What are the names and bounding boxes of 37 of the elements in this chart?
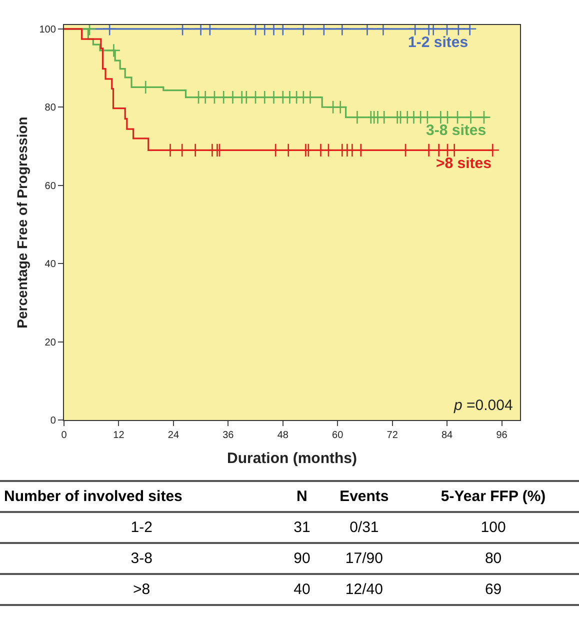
text: 12/40	[320, 574, 408, 605]
x-tick-label: 24	[168, 430, 180, 442]
y-axis-title: Percentage Free of Progression	[14, 116, 30, 328]
x-tick-label: 84	[441, 430, 454, 442]
text: 40	[283, 574, 321, 605]
y-tick-label: 60	[44, 180, 56, 192]
text: Number of involved sites	[0, 481, 284, 512]
y-tick-label: 40	[44, 259, 56, 270]
x-tick-label: 72	[386, 430, 398, 442]
series-label: >8 sites	[436, 155, 492, 172]
text: N	[283, 481, 321, 512]
x-axis-title: Duration (months)	[227, 450, 357, 468]
series-label: 3-8 sites	[426, 122, 486, 139]
annotation: p =0.004	[453, 397, 513, 414]
text: 90	[283, 543, 321, 574]
x-tick-label: 60	[332, 430, 344, 442]
text: 31	[283, 512, 321, 543]
text: 0/31	[320, 512, 408, 543]
text: 69	[408, 574, 579, 605]
y-tick-label: 80	[44, 102, 56, 114]
text: 5-Year FFP (%)	[408, 481, 579, 512]
text: 17/90	[320, 543, 408, 574]
y-tick-label: 0	[50, 416, 56, 426]
text: 80	[408, 543, 579, 574]
y-tick-label: 20	[44, 337, 56, 348]
text: Events	[320, 481, 408, 512]
y-tick-label: 100	[39, 24, 56, 36]
x-tick-label: 96	[496, 430, 508, 442]
x-tick-label: 0	[61, 430, 68, 442]
text: 100	[408, 512, 579, 543]
series-label: 1-2 sites	[408, 34, 468, 51]
text: 3-8	[0, 543, 284, 574]
x-tick-label: 36	[222, 430, 234, 442]
x-tick-label: 48	[277, 430, 289, 442]
x-tick-label: 12	[113, 430, 125, 442]
text: 1-2	[0, 512, 284, 543]
text: >8	[0, 574, 284, 605]
